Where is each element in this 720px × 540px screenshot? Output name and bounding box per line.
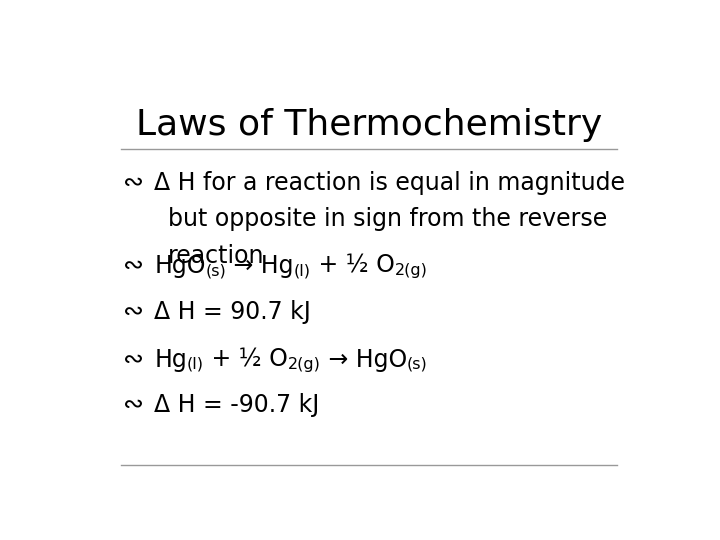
Text: 2(g): 2(g): [395, 263, 428, 278]
Text: + ½ O: + ½ O: [204, 348, 288, 372]
Text: reaction: reaction: [168, 244, 265, 268]
Text: (l): (l): [294, 263, 311, 278]
Text: Δ H = -90.7 kJ: Δ H = -90.7 kJ: [154, 393, 320, 417]
Text: Δ H for a reaction is equal in magnitude: Δ H for a reaction is equal in magnitude: [154, 171, 625, 195]
Text: ∾: ∾: [124, 348, 145, 372]
Text: but opposite in sign from the reverse: but opposite in sign from the reverse: [168, 207, 608, 232]
Text: → Hg: → Hg: [226, 254, 294, 278]
Text: ∾: ∾: [124, 171, 145, 195]
Text: ∾: ∾: [124, 393, 145, 417]
Text: (s): (s): [407, 357, 428, 372]
Text: Hg: Hg: [154, 348, 187, 372]
Text: Δ H = 90.7 kJ: Δ H = 90.7 kJ: [154, 300, 311, 323]
Text: Laws of Thermochemistry: Laws of Thermochemistry: [136, 109, 602, 143]
Text: ∾: ∾: [124, 300, 145, 323]
Text: (l): (l): [187, 357, 204, 372]
Text: + ½ O: + ½ O: [311, 254, 395, 278]
Text: (s): (s): [206, 263, 226, 278]
Text: ∾: ∾: [124, 254, 145, 278]
Text: HgO: HgO: [154, 254, 206, 278]
Text: → HgO: → HgO: [320, 348, 407, 372]
Text: 2(g): 2(g): [288, 357, 320, 372]
